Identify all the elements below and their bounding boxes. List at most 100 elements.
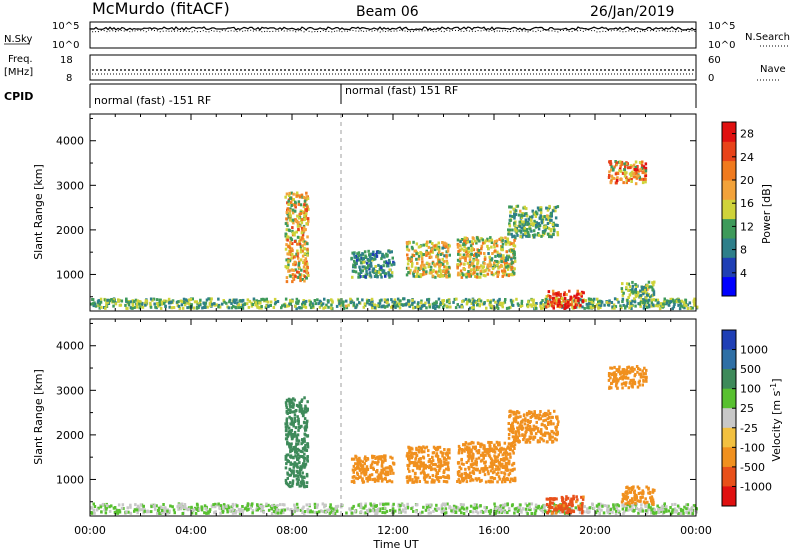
power-echo-cell: [644, 171, 647, 175]
velocity-echo-cell: [649, 496, 652, 500]
power-echo-cell: [378, 299, 382, 303]
velocity-echo-cell: [507, 433, 511, 436]
power-echo-cell: [503, 269, 506, 273]
power-echo-cell: [611, 305, 614, 309]
velocity-echo-cell: [481, 467, 484, 471]
power-echo-cell: [564, 299, 567, 303]
power-echo-cell: [286, 238, 289, 242]
cpid-segment-2: normal (fast) 151 RF: [345, 84, 458, 97]
nave-label: Nave: [760, 64, 786, 75]
velocity-echo-cell: [496, 455, 499, 459]
velocity-echo-cell: [387, 466, 390, 470]
power-echo-cell: [534, 225, 538, 229]
power-echo-cell: [540, 306, 543, 310]
power-echo-cell: [644, 291, 648, 294]
velocity-echo-cell: [235, 509, 238, 513]
power-echo-cell: [630, 180, 633, 183]
velocity-echo-cell: [660, 510, 663, 513]
power-echo-cell: [685, 304, 688, 308]
power-echo-cell: [422, 243, 425, 247]
power-echo-cell: [649, 295, 652, 299]
velocity-echo-cell: [303, 439, 306, 443]
velocity-echo-cell: [428, 464, 431, 468]
power-echo-cell: [493, 306, 496, 310]
velocity-echo-cell: [236, 504, 239, 508]
velocity-echo-cell: [472, 466, 475, 470]
velocity-echo-cell: [538, 413, 541, 417]
velocity-echo-cell: [606, 506, 609, 510]
power-echo-cell: [665, 299, 669, 303]
velocity-echo-cell: [406, 480, 409, 484]
power-echo-cell: [220, 302, 224, 306]
power-echo-cell: [177, 304, 181, 308]
velocity-echo-cell: [544, 413, 548, 417]
velocity-echo-cell: [301, 507, 304, 511]
velocity-echo-cell: [685, 510, 688, 514]
power-echo-cell: [364, 275, 367, 279]
power-echo-cell: [647, 280, 651, 284]
velocity-echo-cell: [363, 462, 366, 466]
velocity-echo-cell: [384, 502, 387, 506]
power-echo-cell: [589, 305, 593, 309]
power-echo-cell: [386, 301, 389, 305]
velocity-echo-cell: [460, 473, 464, 477]
power-echo-cell: [625, 171, 628, 175]
velocity-echo-cell: [453, 504, 456, 508]
power-echo-cell: [508, 224, 512, 228]
power-echo-cell: [303, 217, 307, 221]
power-echo-cell: [641, 181, 645, 185]
power-echo-cell: [569, 298, 572, 301]
power-echo-cell: [377, 251, 381, 255]
velocity-echo-cell: [457, 461, 460, 465]
power-echo-cell: [417, 301, 420, 305]
velocity-echo-cell: [422, 471, 426, 475]
velocity-echo-cell: [446, 448, 450, 452]
power-echo-cell: [542, 225, 546, 229]
power-echo-cell: [523, 226, 526, 230]
velocity-echo-cell: [173, 511, 176, 515]
velocity-echo-cell: [484, 464, 487, 468]
power-echo-cell: [488, 255, 491, 259]
power-echo-cell: [355, 262, 358, 266]
velocity-echo-cell: [498, 462, 502, 466]
power-echo-cell: [549, 233, 552, 237]
velocity-echo-cell: [550, 429, 553, 433]
power-echo-cell: [466, 254, 470, 258]
power-echo-cell: [644, 286, 647, 290]
velocity-echo-cell: [424, 463, 427, 467]
velocity-echo-cell: [552, 431, 555, 435]
power-echo-cell: [620, 169, 623, 173]
velocity-echo-cell: [297, 428, 300, 432]
power-echo-cell: [504, 259, 507, 262]
velocity-echo-cell: [279, 503, 282, 507]
velocity-echo-cell: [519, 423, 522, 427]
power-colorbar-tick-label: 8: [740, 244, 747, 257]
power-echo-cell: [459, 269, 463, 273]
velocity-echo-cell: [673, 502, 677, 506]
velocity-echo-cell: [133, 508, 137, 512]
power-echo-cell: [387, 264, 390, 268]
velocity-echo-cell: [412, 480, 416, 484]
power-echo-cell: [490, 241, 494, 244]
power-echo-cell: [633, 300, 637, 304]
power-echo-cell: [297, 216, 301, 220]
power-echo-cell: [431, 302, 435, 306]
velocity-echo-cell: [195, 507, 199, 511]
velocity-echo-cell: [250, 504, 253, 508]
power-echo-cell: [644, 304, 648, 308]
velocity-echo-cell: [384, 466, 388, 470]
power-echo-cell: [644, 177, 647, 181]
power-echo-cell: [302, 238, 305, 242]
power-echo-cell: [431, 242, 434, 245]
power-echo-cell: [372, 253, 375, 256]
power-echo-cell: [282, 303, 286, 307]
velocity-echo-cell: [438, 458, 442, 462]
velocity-echo-cell: [285, 403, 288, 407]
velocity-echo-cell: [457, 444, 461, 448]
power-echo-cell: [411, 298, 414, 302]
velocity-echo-cell: [644, 497, 647, 501]
power-echo-cell: [292, 198, 295, 202]
power-echo-cell: [475, 241, 478, 245]
power-echo-cell: [636, 165, 639, 168]
velocity-echo-cell: [475, 449, 478, 453]
